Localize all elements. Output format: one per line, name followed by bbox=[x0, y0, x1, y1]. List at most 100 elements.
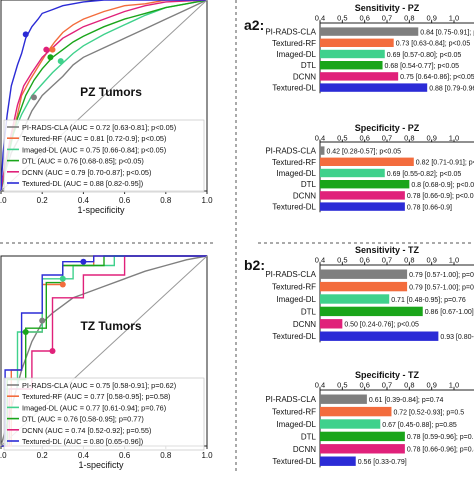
bar-x-tick-label: 0.4 bbox=[315, 381, 325, 390]
x-axis-label: 1-specificity bbox=[77, 205, 125, 215]
bar-imaged-dl bbox=[320, 49, 385, 59]
roc-operating-point-textured-dl bbox=[80, 258, 87, 265]
bar-x-tick-label: 0.7 bbox=[382, 381, 392, 390]
roc-operating-point-imaged-dl bbox=[57, 58, 64, 65]
bar-value-label: 0.78 [0.66-0.9]; p<0.05 bbox=[407, 193, 474, 200]
bar-dcnn bbox=[320, 319, 343, 329]
bar-value-label: 0.68 [0.54-0.77]; p<0.05 bbox=[385, 63, 460, 70]
bar-category-label: DCNN bbox=[293, 191, 316, 200]
legend-entry: Imaged-DL (AUC = 0.75 [0.66-0.84]; p<0.0… bbox=[22, 145, 166, 154]
bar-x-tick-label: 0.7 bbox=[382, 134, 392, 143]
bar-value-label: 0.8 [0.68-0.9]; p<0.05 bbox=[411, 182, 474, 189]
bar-value-label: 0.71 [0.48-0.95]; p=0.76 bbox=[391, 297, 466, 304]
bar-pi-rads-cla bbox=[320, 394, 367, 404]
bar-category-label: Imaged-DL bbox=[276, 420, 316, 429]
bar-category-label: DCNN bbox=[293, 320, 316, 329]
bar-panel-label: b2: bbox=[244, 257, 265, 273]
bar-value-label: 0.75 [0.64-0.86]; p<0.05 bbox=[400, 74, 474, 81]
bar-x-tick-label: 0.6 bbox=[359, 256, 369, 265]
x-axis-label: 1-specificty bbox=[78, 460, 124, 470]
roc-operating-point-textured-rf bbox=[59, 281, 66, 288]
bar-value-label: 0.79 [0.57-1.00]; p=0.58 bbox=[409, 284, 474, 291]
bar-category-label: DTL bbox=[301, 432, 317, 441]
roc-operating-point-dcnn bbox=[49, 348, 56, 354]
bar-x-tick-label: 0.5 bbox=[337, 14, 347, 23]
x-tick-label: 0.4 bbox=[78, 196, 90, 205]
legend-entry: DTL (AUC = 0.76 [0.58-0.95]; p=0.77) bbox=[22, 415, 144, 424]
bar-value-label: 0.84 [0.75-0.91]; p<0.05 bbox=[420, 29, 474, 36]
bar-textured-dl bbox=[320, 83, 428, 92]
bar-category-label: Textured-DL bbox=[272, 457, 316, 466]
x-tick-label: 0.2 bbox=[37, 451, 49, 460]
legend-entry: PI-RADS-CLA (AUC = 0.72 [0.63-0.81]; p<0… bbox=[22, 123, 176, 132]
x-tick-label: 0.8 bbox=[160, 196, 172, 205]
bar-panel-label: a2: bbox=[244, 17, 264, 33]
bar-x-tick-label: 0.8 bbox=[404, 134, 414, 143]
bar-x-tick-label: 0.8 bbox=[404, 381, 414, 390]
bar-x-tick-label: 1.0 bbox=[449, 134, 459, 143]
x-tick-label: 0.0 bbox=[0, 196, 7, 205]
bar-category-label: PI-RADS-CLA bbox=[265, 147, 316, 156]
bar-value-label: 0.78 [0.66-0.9] bbox=[407, 204, 452, 211]
bar-textured-dl bbox=[320, 202, 405, 211]
bar-x-tick-label: 0.5 bbox=[337, 381, 347, 390]
roc-operating-point-textured-rf bbox=[49, 46, 56, 53]
x-tick-label: 0.6 bbox=[119, 196, 131, 205]
bar-textured-rf bbox=[320, 281, 408, 292]
legend-entry: Textured-DL (AUC = 0.80 [0.65-0.96]) bbox=[22, 437, 143, 446]
bar-category-label: DCNN bbox=[293, 445, 316, 454]
roc-operating-point-dtl bbox=[22, 329, 29, 335]
bar-value-label: 0.56 [0.33-0.79] bbox=[358, 459, 407, 466]
bar-pi-rads-cla bbox=[320, 146, 325, 155]
bar-x-tick-label: 0.4 bbox=[315, 134, 325, 143]
bar-category-label: Textured-RF bbox=[272, 408, 316, 417]
bar-x-tick-label: 0.8 bbox=[404, 256, 414, 265]
legend-box bbox=[3, 377, 205, 451]
bar-dcnn bbox=[320, 72, 399, 81]
bar-x-tick-label: 1.0 bbox=[449, 14, 459, 23]
bar-imaged-dl bbox=[320, 168, 385, 178]
bar-x-tick-label: 1.0 bbox=[449, 256, 459, 265]
bar-chart-title: Sensitivity - PZ bbox=[355, 3, 420, 13]
bar-imaged-dl bbox=[320, 419, 381, 429]
bar-category-label: PI-RADS-CLA bbox=[265, 270, 316, 279]
bar-value-label: 0.50 [0.24-0.76]; p<0.05 bbox=[344, 322, 419, 329]
roc-operating-point-pi-rads-cla bbox=[39, 317, 46, 324]
bar-value-label: 0.72 [0.52-0.93]; p=0.5 bbox=[393, 409, 464, 416]
bar-category-label: PI-RADS-CLA bbox=[265, 395, 316, 404]
bar-textured-rf bbox=[320, 38, 394, 47]
roc-operating-point-dcnn bbox=[43, 46, 50, 53]
bar-x-tick-label: 0.6 bbox=[359, 14, 369, 23]
bar-category-label: DTL bbox=[301, 180, 317, 189]
bar-x-tick-label: 0.4 bbox=[315, 14, 325, 23]
bar-x-tick-label: 0.9 bbox=[426, 256, 436, 265]
bar-value-label: 0.67 [0.45-0.88]; p=0.85 bbox=[382, 422, 457, 429]
bar-dtl bbox=[320, 431, 405, 442]
bar-x-tick-label: 0.9 bbox=[426, 14, 436, 23]
bar-x-tick-label: 0.5 bbox=[337, 256, 347, 265]
bar-x-tick-label: 0.5 bbox=[337, 134, 347, 143]
bar-x-tick-label: 0.6 bbox=[359, 381, 369, 390]
bar-pi-rads-cla bbox=[320, 27, 419, 36]
bar-x-tick-label: 0.7 bbox=[382, 256, 392, 265]
bar-category-label: Textured-DL bbox=[272, 84, 316, 93]
bar-textured-rf bbox=[320, 406, 392, 417]
bar-value-label: 0.61 [0.39-0.84]; p=0.74 bbox=[369, 397, 444, 404]
bar-x-tick-label: 0.8 bbox=[404, 14, 414, 23]
bar-category-label: Textured-RF bbox=[272, 39, 316, 48]
roc-curve-dcnn bbox=[0, 0, 208, 192]
bar-category-label: Textured-DL bbox=[272, 203, 316, 212]
legend-entry: DCNN (AUC = 0.79 [0.70-0.87]; p<0.05) bbox=[22, 168, 151, 177]
bar-imaged-dl bbox=[320, 294, 390, 304]
bar-textured-dl bbox=[320, 456, 356, 466]
x-tick-label: 1.0 bbox=[201, 451, 213, 460]
bar-dcnn bbox=[320, 191, 405, 200]
bar-category-label: Textured-RF bbox=[272, 158, 316, 167]
bar-x-tick-label: 0.9 bbox=[426, 381, 436, 390]
bar-category-label: DTL bbox=[301, 61, 317, 70]
bar-value-label: 0.88 [0.79-0.96] bbox=[429, 85, 474, 92]
legend-entry: DCNN (AUC = 0.74 [0.52-0.92]; p=0.55) bbox=[22, 426, 151, 435]
bar-x-tick-label: 0.9 bbox=[426, 134, 436, 143]
bar-category-label: PI-RADS-CLA bbox=[265, 28, 316, 37]
